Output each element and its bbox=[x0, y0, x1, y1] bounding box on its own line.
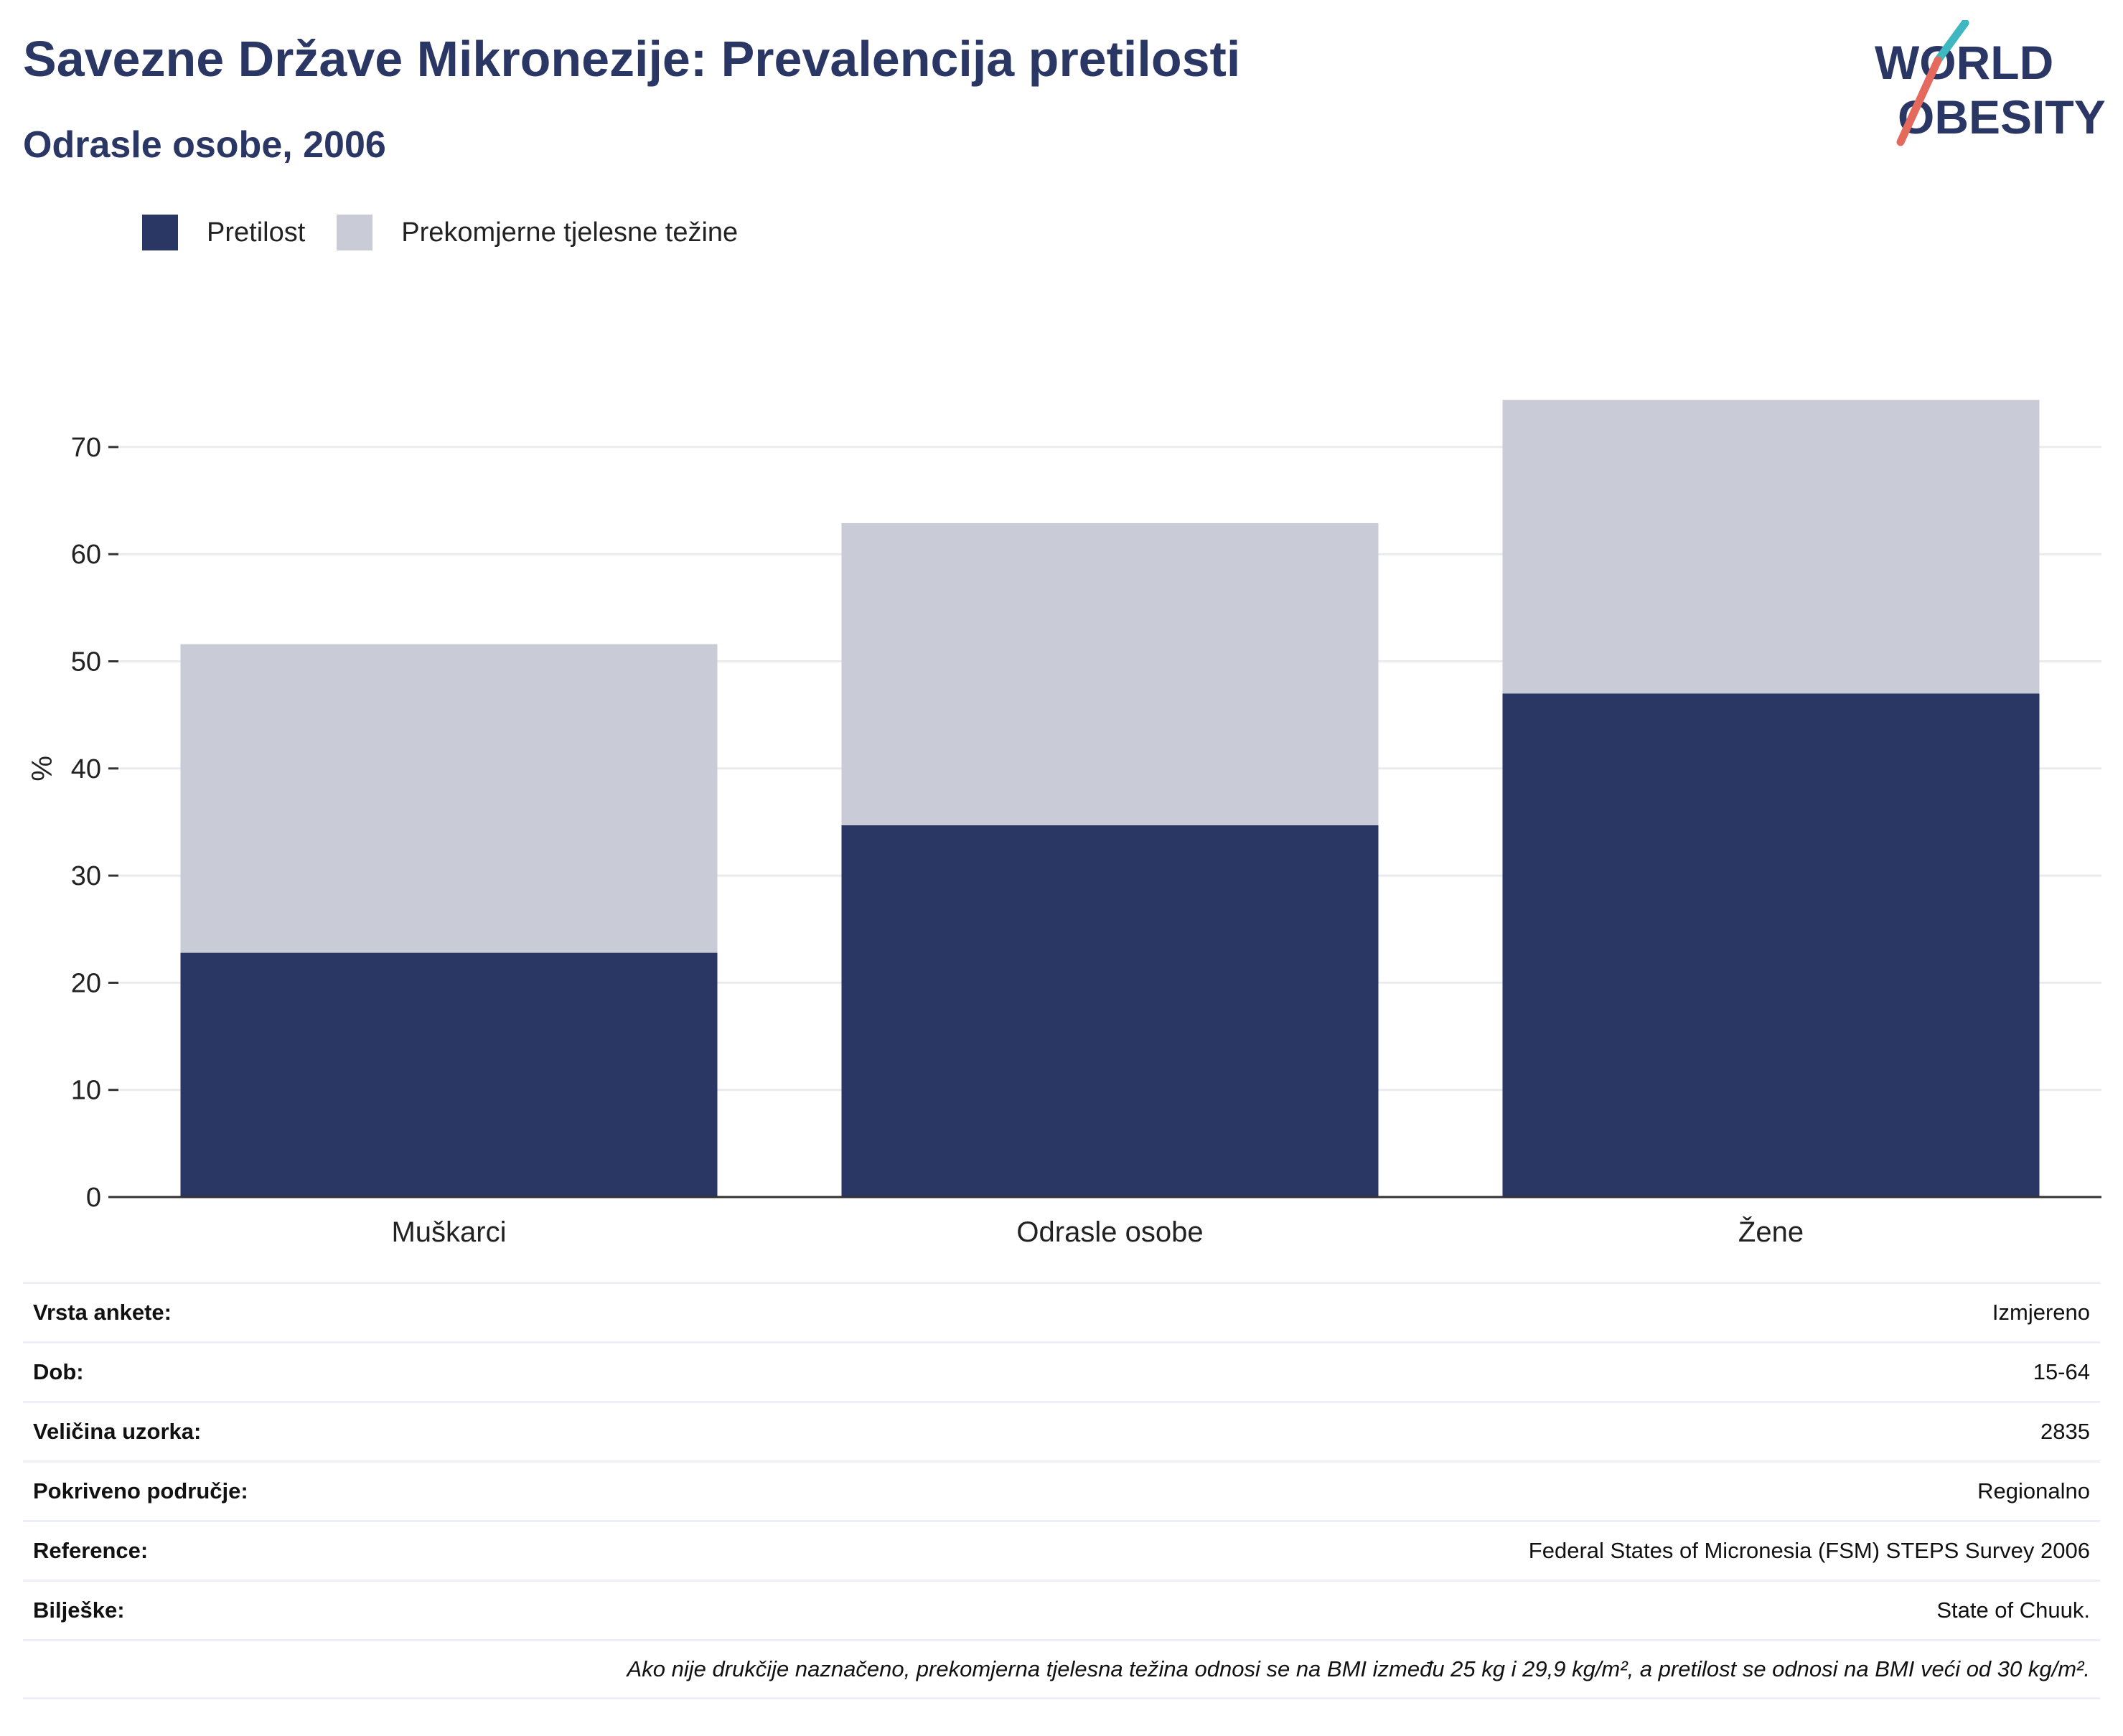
legend-item-obesity[interactable]: Pretilost bbox=[142, 215, 305, 250]
y-tick-label: 10 bbox=[71, 1076, 101, 1106]
info-row: Pokriveno područje: Regionalno bbox=[23, 1463, 2100, 1522]
info-key: Veličina uzorka: bbox=[33, 1419, 202, 1444]
page-subtitle: Odrasle osobe, 2006 bbox=[23, 124, 386, 166]
bar-overweight bbox=[841, 522, 1379, 825]
y-tick-label: 30 bbox=[71, 861, 101, 891]
footnote-row: Ako nije drukčije naznačeno, prekomjerna… bbox=[23, 1641, 2100, 1699]
info-key: Pokriveno područje: bbox=[33, 1478, 248, 1503]
legend-label-obesity: Pretilost bbox=[207, 217, 306, 248]
world-obesity-logo: WORLD OBESITY bbox=[1875, 20, 2106, 146]
info-row: Dob: 15-64 bbox=[23, 1343, 2100, 1403]
x-tick-label: Muškarci bbox=[391, 1216, 506, 1248]
y-tick-label: 70 bbox=[71, 433, 101, 463]
info-value: Regionalno bbox=[1977, 1478, 2090, 1503]
legend-swatch-overweight bbox=[337, 215, 373, 250]
info-value: 15-64 bbox=[2033, 1359, 2090, 1384]
legend-label-overweight: Prekomjerne tjelesne težine bbox=[401, 217, 739, 248]
info-row: Veličina uzorka: 2835 bbox=[23, 1403, 2100, 1463]
x-tick-label: Odrasle osobe bbox=[1016, 1216, 1203, 1248]
logo-slash-coral bbox=[1896, 56, 1942, 146]
legend-swatch-obesity bbox=[142, 215, 178, 250]
info-key: Vrsta ankete: bbox=[33, 1300, 172, 1325]
info-value: 2835 bbox=[2040, 1419, 2090, 1444]
info-value: State of Chuuk. bbox=[1936, 1597, 2090, 1623]
y-tick-label: 20 bbox=[71, 968, 101, 998]
y-tick-label: 60 bbox=[71, 540, 101, 570]
info-value: Izmjereno bbox=[1992, 1300, 2090, 1325]
legend-item-overweight[interactable]: Prekomjerne tjelesne težine bbox=[337, 215, 738, 250]
bar-obesity bbox=[180, 952, 718, 1197]
survey-info-table: Vrsta ankete: Izmjereno Dob: 15-64 Velič… bbox=[23, 1282, 2100, 1699]
bar-obesity bbox=[841, 825, 1379, 1197]
bar-obesity bbox=[1502, 693, 2040, 1197]
chart-legend: Pretilost Prekomjerne tjelesne težine bbox=[142, 212, 769, 253]
y-axis-label: % bbox=[27, 756, 58, 782]
footnote: Ako nije drukčije naznačeno, prekomjerna… bbox=[627, 1656, 2090, 1681]
info-row: Vrsta ankete: Izmjereno bbox=[23, 1284, 2100, 1343]
info-key: Dob: bbox=[33, 1359, 84, 1384]
y-tick-label: 50 bbox=[71, 647, 101, 677]
page-title: Savezne Države Mikronezije: Prevalencija… bbox=[23, 31, 1241, 87]
logo-slash-teal bbox=[1934, 20, 1969, 65]
logo-line1: WORLD bbox=[1875, 36, 2053, 89]
info-key: Reference: bbox=[33, 1538, 149, 1563]
bar-overweight bbox=[180, 644, 718, 953]
logo-line2: OBESITY bbox=[1898, 90, 2106, 144]
y-tick-label: 40 bbox=[71, 754, 101, 784]
info-row: Reference: Federal States of Micronesia … bbox=[23, 1522, 2100, 1582]
x-tick-label: Žene bbox=[1738, 1216, 1804, 1248]
stacked-bar-chart: 0 10 20 30 40 50 60 70% Muškarci Odrasle osobe Žen… bbox=[27, 400, 2101, 1248]
bar-overweight bbox=[1502, 400, 2040, 694]
info-row: Bilješke: State of Chuuk. bbox=[23, 1582, 2100, 1641]
info-value: Federal States of Micronesia (FSM) STEPS… bbox=[1528, 1538, 2090, 1563]
info-key: Bilješke: bbox=[33, 1597, 125, 1623]
y-tick-label: 0 bbox=[86, 1183, 101, 1213]
